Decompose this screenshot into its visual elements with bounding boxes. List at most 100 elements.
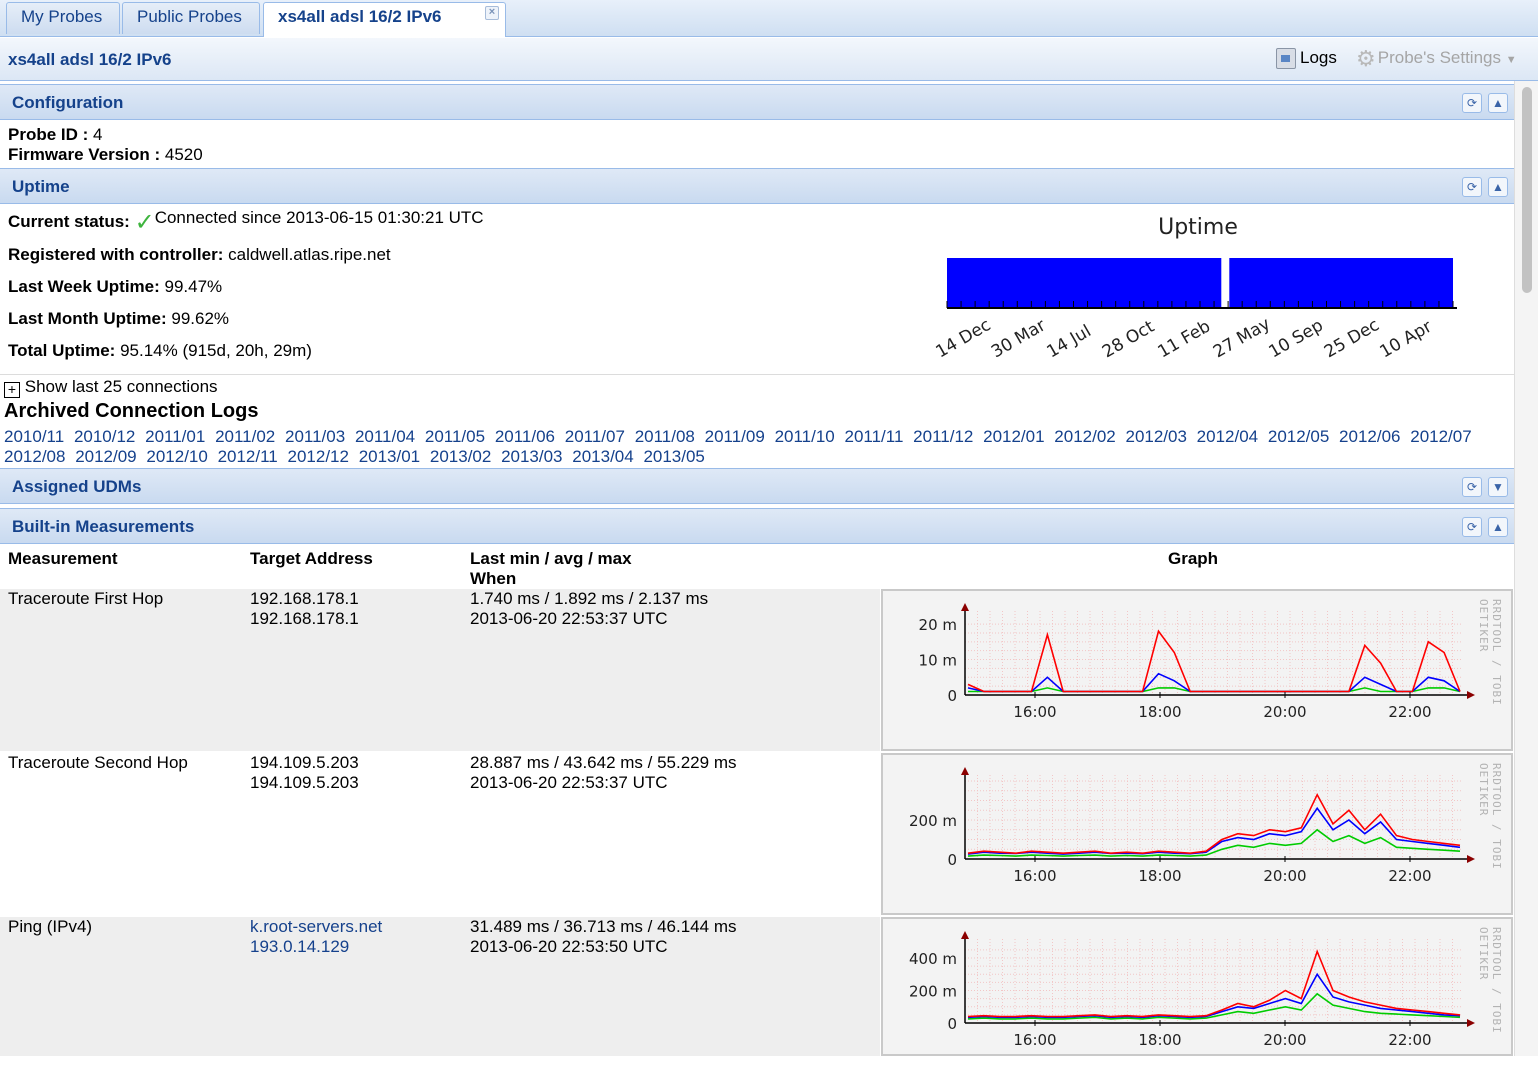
probe-settings-label: Probe's Settings: [1377, 48, 1501, 67]
probe-header: xs4all adsl 16/2 IPv6 Logs ⚙ Probe's Sett…: [0, 38, 1538, 81]
archive-month-link[interactable]: 2013/02: [429, 447, 492, 466]
archive-month-link[interactable]: 2011/09: [704, 427, 765, 446]
uptime-tick-label: 28 Oct: [1099, 317, 1158, 363]
probe-id-label: Probe ID :: [8, 125, 89, 144]
measurement-name: Traceroute First Hop: [8, 589, 164, 608]
archive-month-link[interactable]: 2012/06: [1339, 427, 1401, 446]
graph-traceroute-second-hop: 0 200 m 16:00 18:00 20:00 22:00 RRDTOOL / TOB…: [881, 753, 1513, 915]
archive-month-link[interactable]: 2011/05: [424, 427, 486, 446]
controller-row: Registered with controller: caldwell.atl…: [8, 245, 391, 265]
x-tick-label: 18:00: [1138, 1031, 1181, 1049]
col-when: When: [470, 569, 517, 588]
x-tick-label: 18:00: [1138, 867, 1181, 885]
total-uptime-label: Total Uptime:: [8, 341, 116, 360]
when-value: 2013-06-20 22:53:50 UTC: [470, 937, 668, 956]
collapse-icon[interactable]: ▲: [1488, 93, 1508, 113]
archive-month-link[interactable]: 2012/02: [1054, 427, 1116, 446]
archive-month-link[interactable]: 2012/08: [4, 447, 66, 466]
rrd-chart: 0 10 m 20 m 16:00 18:00 20:00 22:00: [919, 603, 1475, 721]
x-tick-label: 20:00: [1263, 867, 1306, 885]
collapse-icon[interactable]: ▲: [1488, 177, 1508, 197]
stats-value: 28.887 ms / 43.642 ms / 55.229 ms: [470, 753, 737, 772]
current-status-row: Current status: ✓Connected since 2013-06…: [8, 208, 484, 237]
archive-month-link[interactable]: 2012/12: [287, 447, 349, 466]
logs-label: Logs: [1300, 48, 1337, 67]
archive-month-link[interactable]: 2011/06: [494, 427, 556, 446]
archive-month-link[interactable]: 2012/04: [1196, 427, 1259, 446]
archive-month-link[interactable]: 2011/03: [285, 427, 346, 446]
archive-month-link[interactable]: 2010/12: [73, 427, 136, 446]
archive-month-link[interactable]: 2012/03: [1125, 427, 1187, 446]
firmware-value: 4520: [164, 145, 203, 164]
scrollbar-thumb[interactable]: [1522, 87, 1532, 293]
x-tick-label: 22:00: [1388, 867, 1431, 885]
graph-traceroute-first-hop: 0 10 m 20 m 16:00 18:00 20:00 22:00 RRDTOOL / …: [881, 589, 1513, 751]
uptime-tick-label: 14 Jul: [1044, 321, 1095, 362]
table-row: [0, 917, 880, 1056]
refresh-icon[interactable]: ⟳: [1462, 177, 1482, 197]
scrollbar[interactable]: [1514, 81, 1538, 1056]
archive-month-link[interactable]: 2011/02: [215, 427, 276, 446]
uptime-tick-label: 27 May: [1210, 314, 1274, 362]
archive-month-link[interactable]: 2011/12: [913, 427, 974, 446]
archive-month-link[interactable]: 2012/10: [146, 447, 208, 466]
y-tick-label: 400 m: [909, 950, 957, 968]
archive-month-link[interactable]: 2011/07: [564, 427, 625, 446]
tab-public-probes[interactable]: Public Probes: [122, 2, 260, 34]
show-connections-toggle[interactable]: + Show last 25 connections: [4, 377, 218, 398]
archive-month-link[interactable]: 2013/01: [358, 447, 421, 466]
series-line: [967, 629, 1461, 693]
archive-month-link[interactable]: 2013/04: [572, 447, 634, 466]
refresh-icon[interactable]: ⟳: [1462, 477, 1482, 497]
month-uptime-row: Last Month Uptime: 99.62%: [8, 309, 229, 329]
target-hostname-link[interactable]: k.root-servers.net: [250, 917, 383, 936]
firmware-label: Firmware Version :: [8, 145, 161, 164]
refresh-icon[interactable]: ⟳: [1462, 517, 1482, 537]
tab-probe-detail-label: xs4all adsl 16/2 IPv6: [278, 7, 442, 26]
x-axis-arrow: [1467, 691, 1475, 699]
archive-month-link[interactable]: 2012/09: [75, 447, 137, 466]
expand-icon[interactable]: ▼: [1488, 477, 1508, 497]
show-connections-label: Show last 25 connections: [24, 377, 218, 396]
archive-month-link[interactable]: 2010/11: [4, 427, 65, 446]
tab-my-probes[interactable]: My Probes: [6, 2, 120, 34]
archive-month-link[interactable]: 2012/11: [217, 447, 278, 466]
collapse-icon[interactable]: ▲: [1488, 517, 1508, 537]
when-value: 2013-06-20 22:53:37 UTC: [470, 609, 668, 628]
logs-button[interactable]: Logs: [1276, 47, 1337, 71]
close-icon[interactable]: ×: [485, 6, 499, 20]
uptime-tick-label: 10 Sep: [1266, 315, 1327, 362]
y-tick-label: 0: [947, 1015, 957, 1033]
refresh-icon[interactable]: ⟳: [1462, 93, 1482, 113]
current-status-value: Connected since 2013-06-15 01:30:21 UTC: [154, 208, 484, 227]
rrd-watermark: RRDTOOL / TOBI OETIKER: [1477, 927, 1503, 1034]
series-line: [967, 949, 1461, 1018]
checkmark-icon: ✓: [134, 209, 155, 236]
archive-month-link[interactable]: 2011/01: [145, 427, 206, 446]
archive-month-link[interactable]: 2012/01: [983, 427, 1045, 446]
archive-month-link[interactable]: 2011/11: [844, 427, 904, 446]
tab-probe-detail[interactable]: xs4all adsl 16/2 IPv6 ×: [263, 2, 506, 37]
uptime-tick-label: 14 Dec: [933, 315, 995, 362]
col-graph: Graph: [1168, 549, 1219, 568]
archive-month-link[interactable]: 2011/04: [354, 427, 416, 446]
measurement-name: Traceroute Second Hop: [8, 753, 188, 772]
expand-icon[interactable]: +: [4, 382, 20, 398]
chevron-down-icon: ▼: [1505, 54, 1517, 66]
stats-value: 1.740 ms / 1.892 ms / 2.137 ms: [470, 589, 709, 608]
archive-month-link[interactable]: 2013/05: [643, 447, 705, 466]
uptime-tick-label: 11 Feb: [1155, 316, 1214, 362]
archive-month-link[interactable]: 2012/05: [1267, 427, 1330, 446]
target-ip-link[interactable]: 193.0.14.129: [250, 937, 350, 956]
stats-value: 31.489 ms / 36.713 ms / 46.144 ms: [470, 917, 737, 936]
uptime-tick-label: 25 Dec: [1321, 315, 1383, 362]
archive-month-link[interactable]: 2012/07: [1410, 427, 1472, 446]
series-line: [967, 806, 1461, 855]
probe-settings-button[interactable]: ⚙ Probe's Settings ▼: [1356, 47, 1517, 71]
firmware-row: Firmware Version : 4520: [8, 145, 203, 165]
archive-month-link[interactable]: 2011/08: [634, 427, 695, 446]
col-stats: Last min / avg / max: [470, 549, 632, 568]
archive-month-link[interactable]: 2011/10: [774, 427, 835, 446]
archive-month-link[interactable]: 2013/03: [501, 447, 563, 466]
section-title: Configuration: [12, 93, 124, 112]
